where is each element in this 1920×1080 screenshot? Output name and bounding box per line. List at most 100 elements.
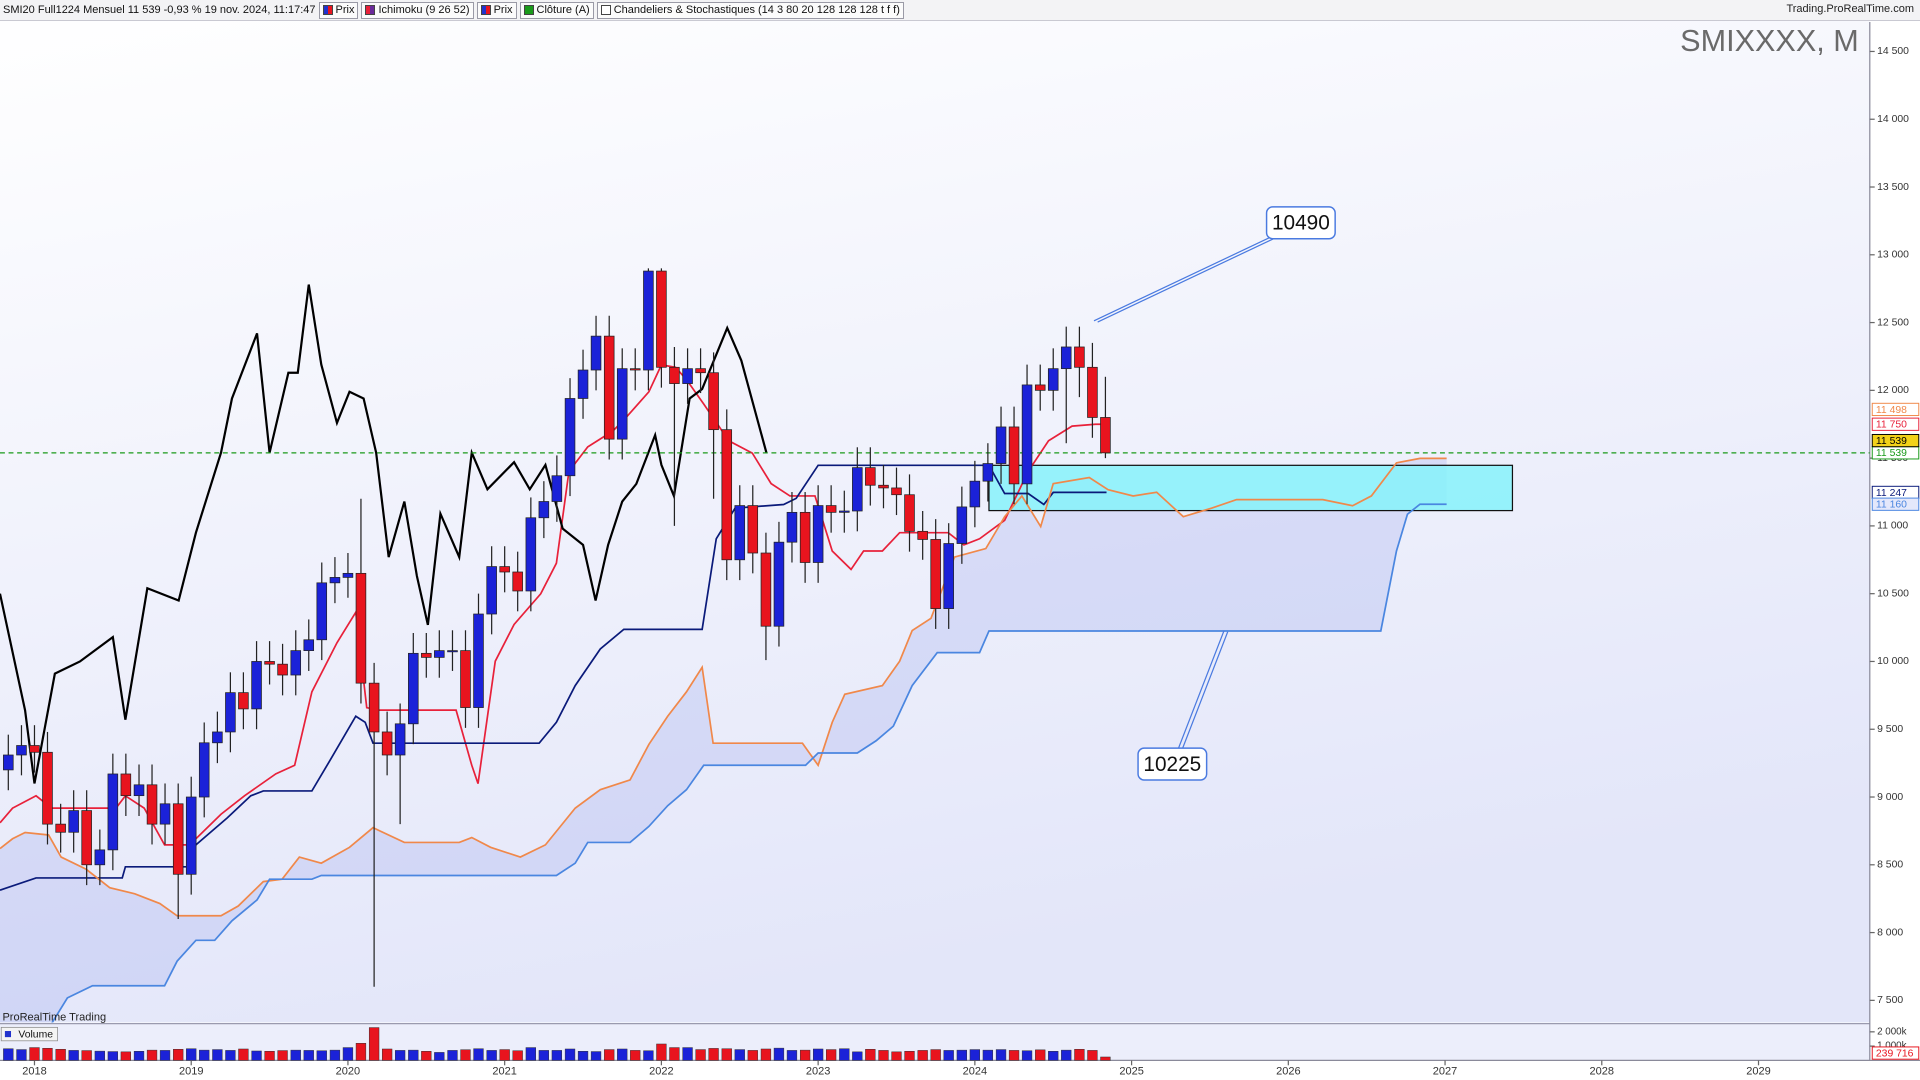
y-tick-label: 12 500 — [1877, 317, 1909, 328]
volume-bar — [799, 1049, 811, 1061]
candle-body — [342, 572, 354, 578]
source: Trading.ProRealTime.com — [1786, 3, 1914, 15]
volume-bar — [94, 1050, 105, 1061]
price-marker-label: 11 750 — [1876, 420, 1907, 431]
indicator-chip[interactable]: Prix — [318, 1, 359, 19]
candle-body — [825, 505, 837, 513]
volume-bar — [1021, 1050, 1033, 1061]
indicator-chip[interactable]: Ichimoku (9 26 52) — [361, 1, 474, 19]
volume-bar — [120, 1051, 131, 1061]
candle-body — [812, 505, 824, 563]
annotation-line — [1093, 222, 1302, 322]
zone-box — [988, 464, 1514, 512]
volume-bar — [852, 1051, 863, 1061]
volume-bar — [617, 1048, 628, 1061]
candle-body — [473, 613, 484, 708]
price-marker-label: 11 539 — [1876, 436, 1907, 447]
candle-body — [747, 505, 759, 554]
candle-body — [81, 810, 92, 866]
candle-body — [3, 754, 14, 771]
candle-body — [329, 577, 341, 584]
candle-body — [381, 731, 393, 756]
candle-body — [1074, 346, 1085, 368]
indicator-line — [0, 363, 1107, 846]
y-tick-label: 9 500 — [1877, 724, 1903, 735]
volume-bar — [251, 1050, 262, 1061]
x-tick-label: 2026 — [1276, 1065, 1301, 1077]
y-tick-label: 8 500 — [1877, 860, 1903, 871]
candle-body — [355, 572, 367, 684]
candle-body — [577, 369, 589, 399]
candle-body — [368, 682, 380, 733]
volume-bar — [969, 1049, 981, 1061]
volume-bar — [199, 1049, 210, 1061]
volume-bar — [956, 1049, 967, 1061]
volume-bar — [760, 1048, 772, 1061]
volume-bar — [408, 1049, 419, 1061]
volume-bar — [995, 1049, 1007, 1061]
volume-bar — [721, 1048, 732, 1061]
candle-body — [786, 511, 798, 543]
volume-bar — [368, 1027, 380, 1061]
volume-bar — [825, 1049, 837, 1061]
volume-bar — [577, 1051, 589, 1061]
annotation-line — [1097, 223, 1305, 323]
volume-bar — [630, 1050, 641, 1061]
candle-body — [277, 663, 288, 676]
volume-bar — [839, 1048, 850, 1061]
candle-body — [408, 652, 419, 725]
volume-bar — [786, 1050, 798, 1061]
x-tick-label: 2025 — [1119, 1065, 1144, 1077]
y-tick-label: 10 500 — [1877, 588, 1909, 599]
annotation-line — [1175, 631, 1229, 766]
candle-body — [29, 745, 40, 753]
indicator-label: Prix — [493, 4, 513, 16]
indicator-chip[interactable]: Prix — [476, 1, 517, 19]
candle-body — [721, 429, 733, 561]
y-tick-label: 13 500 — [1877, 182, 1909, 193]
annotation-line — [1171, 630, 1225, 765]
indicator-chip[interactable]: Chandeliers & Stochastiques (14 3 80 20 … — [596, 1, 904, 19]
volume-bar — [538, 1050, 549, 1061]
axes: 7 500 8 000 8 500 9 000 9 500 10 000 10 500 11 … — [22, 46, 1920, 1077]
x-axis-background — [0, 1060, 1920, 1080]
x-tick-label: 2018 — [22, 1065, 47, 1077]
candle-body — [564, 398, 576, 477]
y-tick-label: 12 000 — [1877, 385, 1909, 396]
volume-bar — [434, 1052, 445, 1061]
candle-body — [94, 849, 106, 866]
y-tick-label: 8 000 — [1877, 927, 1903, 938]
volume-bar — [355, 1043, 367, 1061]
indicator-bar: SMI20 Full1224 Mensuel 11 539 -0,93 % 19… — [0, 0, 1920, 21]
candle-body — [643, 270, 654, 371]
candle-body — [904, 494, 915, 532]
volume-bar — [656, 1043, 667, 1061]
volume-bar — [930, 1049, 941, 1061]
volume-bar — [682, 1047, 693, 1061]
candle-body — [42, 751, 53, 825]
price-marker — [1871, 417, 1920, 431]
annotation-label: 10490 — [1272, 212, 1330, 235]
volume-bar — [133, 1051, 145, 1061]
candle-body — [525, 517, 537, 592]
volume-bar — [643, 1050, 654, 1061]
candle-body — [316, 582, 328, 641]
x-tick-label: 2021 — [492, 1065, 517, 1077]
candle-body — [107, 773, 119, 851]
candle-body — [878, 484, 889, 489]
volume-bar — [904, 1051, 915, 1061]
indicator-chip[interactable]: Clôture (A) — [519, 1, 594, 19]
volume-bar — [421, 1051, 432, 1061]
volume-bar — [290, 1049, 301, 1061]
volume-bar — [551, 1050, 563, 1061]
y-tick-label: 10 000 — [1877, 656, 1909, 667]
candle-body — [773, 541, 785, 627]
candle-body — [1087, 366, 1098, 418]
volume-label-box — [0, 1026, 58, 1042]
volume-bar — [225, 1050, 236, 1061]
volume-bar — [486, 1050, 497, 1061]
volume-label: Volume — [18, 1029, 53, 1040]
y-tick-label: 13 000 — [1877, 250, 1909, 261]
right-axis-background — [1869, 0, 1920, 1080]
